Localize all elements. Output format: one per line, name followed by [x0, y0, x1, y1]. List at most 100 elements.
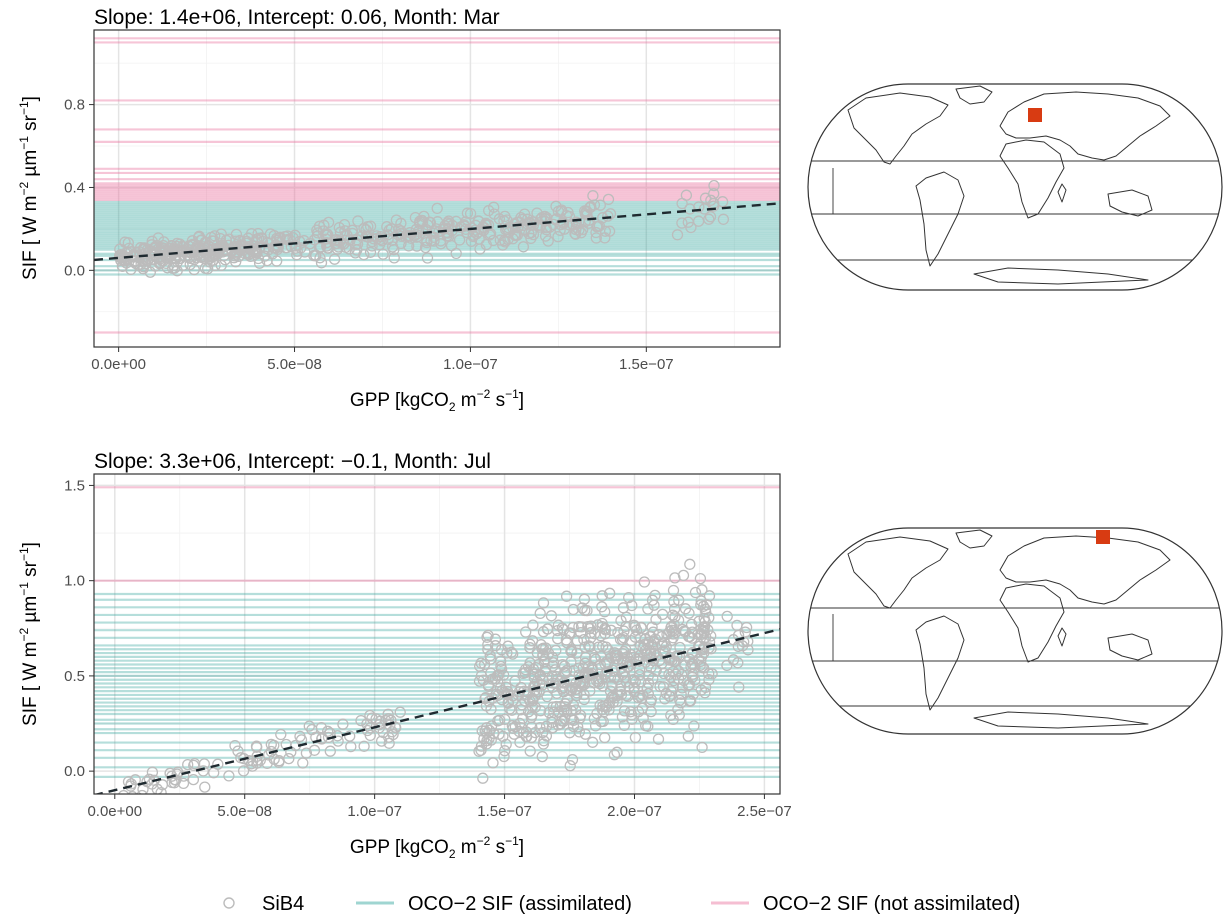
sib4-point — [474, 243, 486, 255]
sib4-point — [590, 232, 602, 244]
sib4-point — [212, 243, 224, 255]
x-axis-ticks: 0.0e+00 5.0e−08 1.0e−07 1.5e−07 — [91, 347, 674, 373]
sib4-point — [638, 638, 650, 651]
sib4-point — [588, 712, 600, 725]
sib4-point — [265, 738, 277, 751]
location-map — [807, 83, 1223, 291]
sib4-point — [275, 728, 287, 741]
sib4-point — [671, 229, 684, 241]
sib4-point — [685, 618, 698, 631]
continent-outline — [915, 171, 965, 267]
sib4-point — [300, 747, 313, 759]
sib4-point — [475, 744, 487, 756]
sib4-point — [250, 740, 263, 752]
sib4-point — [480, 691, 492, 704]
sib4-point — [669, 572, 681, 584]
sib4-point — [614, 633, 627, 646]
sib4-point — [483, 204, 495, 217]
sib4-point — [507, 233, 519, 245]
sib4-point — [618, 705, 631, 717]
sib4-point — [237, 765, 250, 777]
sib4-point — [660, 687, 672, 700]
sib4-point — [547, 660, 559, 672]
sib4-point — [626, 599, 638, 612]
sib4-point — [189, 242, 202, 254]
sib4-point — [602, 657, 614, 670]
plot-border — [93, 473, 781, 795]
sib4-point — [620, 620, 632, 633]
sib4-point — [524, 657, 536, 669]
continent-outline — [955, 85, 993, 105]
sib4-point — [528, 672, 540, 684]
sib4-point — [604, 685, 617, 697]
sib4-point — [554, 700, 566, 713]
sib4-point — [232, 745, 244, 757]
sib4-point — [114, 243, 126, 255]
y-tick-label: 0.0 — [64, 262, 85, 279]
sib4-point — [358, 740, 370, 752]
sib4-point — [570, 216, 582, 228]
sib4-point — [676, 217, 688, 229]
sib4-point — [281, 241, 293, 254]
sib4-point — [636, 702, 648, 715]
sib4-point — [580, 205, 593, 217]
sib4-point — [586, 736, 599, 748]
sib4-point — [696, 661, 708, 673]
y-axis-ticks: 0.0 0.4 0.8 — [64, 97, 94, 279]
sib4-point — [160, 244, 172, 256]
sib4-point — [492, 715, 504, 727]
sib4-point — [395, 217, 407, 229]
sib4-point — [421, 236, 433, 249]
legend-label: OCO−2 SIF (not assimilated) — [763, 893, 1020, 915]
sib4-point — [536, 673, 549, 685]
sib4-point — [545, 610, 558, 622]
sib4-point — [687, 688, 699, 700]
y-axis-label: SIF [ W m−2 µm−1 sr−1] — [17, 542, 41, 726]
sib4-point — [502, 222, 515, 234]
sib4-point — [566, 753, 579, 766]
sib4-point — [441, 217, 454, 229]
x-tick-label: 5.0e−08 — [267, 356, 322, 373]
sib4-point — [442, 223, 455, 235]
sib4-point — [366, 240, 378, 252]
sib4-point — [685, 661, 697, 673]
sib4-point — [268, 753, 280, 765]
sib4-point — [421, 252, 434, 264]
sib4-point — [578, 693, 590, 706]
sib4-point — [597, 700, 609, 712]
y-tick-label: 0.0 — [64, 763, 85, 780]
sib4-point — [281, 230, 294, 242]
sib4-point — [455, 221, 467, 234]
sib4-point — [315, 257, 328, 269]
plot-border — [93, 29, 781, 348]
sib4-point — [524, 642, 536, 654]
sib4-point — [564, 727, 576, 739]
sib4-point — [535, 213, 547, 225]
sib4-point — [687, 646, 699, 659]
sib4-point — [509, 675, 521, 687]
sib4-point — [638, 576, 651, 588]
sib4-point — [480, 219, 492, 231]
sib4-point — [634, 669, 646, 681]
sib4-point — [333, 221, 345, 234]
sib4-point — [484, 228, 497, 240]
sib4-point — [202, 263, 214, 275]
continent-outline — [973, 267, 1149, 285]
sib4-point — [299, 246, 311, 258]
sib4-point — [412, 225, 425, 237]
sib4-point — [559, 666, 571, 678]
sib4-point — [603, 704, 615, 716]
regression-line-path — [94, 628, 780, 794]
sib4-point — [671, 650, 683, 662]
sib4-point — [665, 709, 677, 721]
sib4-point — [531, 675, 543, 687]
grid — [94, 30, 780, 347]
sib4-point — [269, 241, 281, 254]
sib4-point — [647, 672, 659, 685]
sib4-point — [443, 215, 455, 227]
continent-outline — [847, 92, 949, 165]
sib4-point — [435, 238, 447, 250]
sib4-point — [620, 676, 632, 688]
sib4-point — [144, 266, 156, 278]
sib4-point — [507, 648, 519, 660]
